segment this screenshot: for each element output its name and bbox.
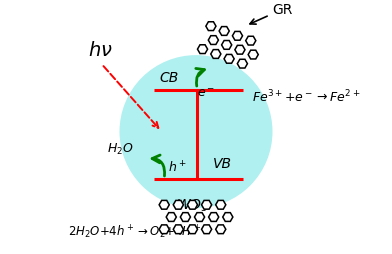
Polygon shape xyxy=(166,213,176,221)
Polygon shape xyxy=(237,60,247,69)
Text: $2H_2O$+$4h^+$$\rightarrow$$O_2$+$4H^+$: $2H_2O$+$4h^+$$\rightarrow$$O_2$+$4H^+$ xyxy=(69,223,202,240)
Polygon shape xyxy=(224,55,234,64)
Polygon shape xyxy=(216,201,226,209)
FancyArrowPatch shape xyxy=(196,69,204,87)
Text: $h\nu$: $h\nu$ xyxy=(88,41,113,60)
Polygon shape xyxy=(159,225,169,234)
Polygon shape xyxy=(232,32,243,41)
Text: $Fe^{3+}$+$e^-$$\rightarrow$$Fe^{2+}$: $Fe^{3+}$+$e^-$$\rightarrow$$Fe^{2+}$ xyxy=(252,88,361,105)
Polygon shape xyxy=(216,225,226,234)
Polygon shape xyxy=(187,225,198,234)
Polygon shape xyxy=(173,225,183,234)
Polygon shape xyxy=(211,50,221,59)
Polygon shape xyxy=(201,201,212,209)
Polygon shape xyxy=(219,27,229,36)
Text: $WO_3$: $WO_3$ xyxy=(176,197,208,213)
Polygon shape xyxy=(159,201,169,209)
Text: $H_2O$: $H_2O$ xyxy=(107,141,134,156)
FancyArrowPatch shape xyxy=(152,155,165,176)
Polygon shape xyxy=(209,213,219,221)
Text: VB: VB xyxy=(212,156,232,170)
Polygon shape xyxy=(187,201,198,209)
Text: $e^-$: $e^-$ xyxy=(197,86,216,99)
Text: GR: GR xyxy=(250,3,293,25)
Polygon shape xyxy=(194,213,205,221)
Polygon shape xyxy=(223,213,233,221)
Polygon shape xyxy=(201,225,212,234)
Polygon shape xyxy=(235,46,245,55)
Polygon shape xyxy=(173,201,183,209)
Text: $h^+$: $h^+$ xyxy=(168,160,187,175)
Polygon shape xyxy=(248,51,258,60)
Polygon shape xyxy=(180,213,191,221)
Circle shape xyxy=(120,56,272,208)
Polygon shape xyxy=(221,41,232,50)
Text: CB: CB xyxy=(159,71,178,85)
Polygon shape xyxy=(208,37,218,45)
Polygon shape xyxy=(206,23,216,31)
Polygon shape xyxy=(198,45,208,54)
Polygon shape xyxy=(246,37,256,46)
